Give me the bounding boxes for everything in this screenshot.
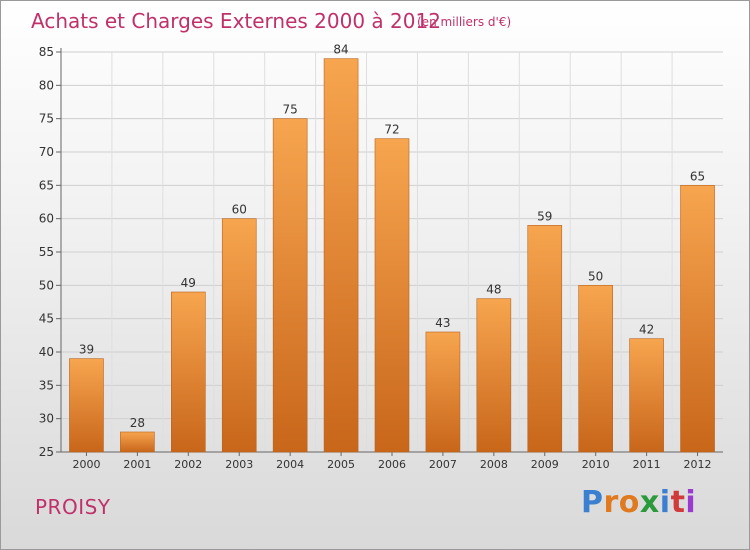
x-tick-label-2001: 2001 xyxy=(123,458,151,471)
y-tick-label-40: 40 xyxy=(39,345,54,359)
logo-letter: t xyxy=(670,485,686,520)
y-tick-label-75: 75 xyxy=(39,112,54,126)
y-tick-label-30: 30 xyxy=(39,412,54,426)
y-tick-label-55: 55 xyxy=(39,245,54,259)
bar-2006 xyxy=(374,138,410,453)
y-tick-label-65: 65 xyxy=(39,178,54,192)
bar-value-label-2007: 43 xyxy=(435,316,450,330)
bar-value-label-2006: 72 xyxy=(384,123,399,137)
bar-2009 xyxy=(527,225,563,453)
x-tick-label-2008: 2008 xyxy=(480,458,508,471)
y-tick-label-35: 35 xyxy=(39,378,54,392)
logo-letter: P xyxy=(581,485,604,520)
logo-letter: r xyxy=(603,485,619,520)
bar-value-label-2009: 59 xyxy=(537,209,552,223)
bar-value-labels: 39 28 49 60 75 84 72 43 48 59 50 42 65 xyxy=(79,43,705,430)
bar-value-label-2008: 48 xyxy=(486,283,501,297)
bar-2005 xyxy=(323,58,359,453)
y-tick-label-60: 60 xyxy=(39,212,54,226)
x-tick-label-2009: 2009 xyxy=(531,458,559,471)
bar-value-label-2000: 39 xyxy=(79,343,94,357)
logo-letter: i xyxy=(685,485,697,520)
bar-value-label-2012: 65 xyxy=(690,169,705,183)
bar-2004 xyxy=(272,118,308,453)
x-tick-label-2000: 2000 xyxy=(72,458,100,471)
bar-chart: 25 30 35 40 45 50 55 60 65 70 75 80 85 39 28 49 60 75 84 7… xyxy=(39,43,723,471)
bar-2010 xyxy=(578,285,613,453)
bar-2007 xyxy=(425,331,461,453)
bars xyxy=(69,58,715,453)
x-tick-label-2006: 2006 xyxy=(378,458,406,471)
bar-value-label-2004: 75 xyxy=(283,103,298,117)
proxiti-logo: Proxiti xyxy=(581,485,696,520)
bar-2001 xyxy=(120,431,155,453)
x-tick-label-2005: 2005 xyxy=(327,458,355,471)
x-tick-label-2007: 2007 xyxy=(429,458,457,471)
x-tick-label-2011: 2011 xyxy=(633,458,661,471)
bar-2002 xyxy=(171,291,206,453)
bar-2008 xyxy=(476,298,512,453)
y-tick-label-80: 80 xyxy=(39,78,54,92)
bar-value-label-2010: 50 xyxy=(588,269,603,283)
y-tick-label-70: 70 xyxy=(39,145,54,159)
bar-value-label-2005: 84 xyxy=(333,43,348,57)
bar-value-label-2003: 60 xyxy=(232,203,247,217)
y-tick-label-85: 85 xyxy=(39,45,54,59)
y-axis-tick-labels: 25 30 35 40 45 50 55 60 65 70 75 80 85 xyxy=(39,45,54,459)
place-name: PROISY xyxy=(35,495,111,519)
bar-2011 xyxy=(629,338,664,453)
chart-subtitle: (en milliers d'€) xyxy=(417,15,512,29)
bar-2012 xyxy=(680,185,715,453)
x-axis-tick-labels: 2000 2001 2002 2003 2004 2005 2006 2007 2008 2009… xyxy=(72,458,711,471)
y-tick-label-25: 25 xyxy=(39,445,54,459)
x-tick-label-2003: 2003 xyxy=(225,458,253,471)
bar-2000 xyxy=(69,358,104,453)
bar-value-label-2011: 42 xyxy=(639,323,654,337)
bar-value-label-2001: 28 xyxy=(130,416,145,430)
logo-letter: x xyxy=(639,485,660,520)
logo-letter: i xyxy=(659,485,671,520)
chart-title: Achats et Charges Externes 2000 à 2012 xyxy=(31,9,441,33)
x-tick-label-2004: 2004 xyxy=(276,458,304,471)
bar-value-label-2002: 49 xyxy=(181,276,196,290)
bar-2003 xyxy=(221,218,257,453)
x-tick-label-2012: 2012 xyxy=(684,458,712,471)
logo-letter: o xyxy=(618,485,640,520)
y-tick-label-50: 50 xyxy=(39,278,54,292)
x-tick-label-2010: 2010 xyxy=(582,458,610,471)
y-tick-label-45: 45 xyxy=(39,312,54,326)
x-tick-label-2002: 2002 xyxy=(174,458,202,471)
